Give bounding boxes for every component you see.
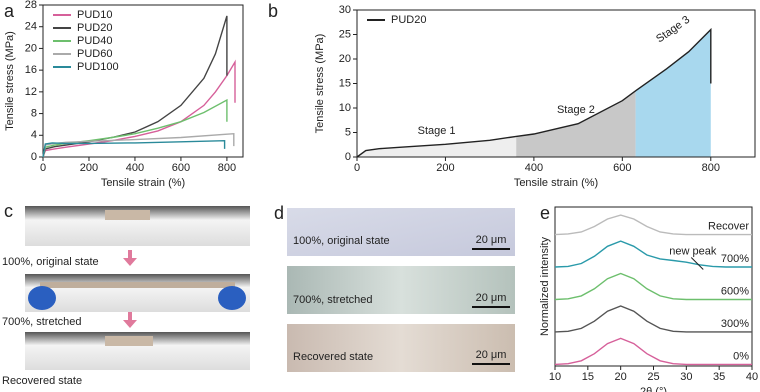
- x-tick-label: 600: [172, 162, 190, 174]
- series-line: [554, 337, 752, 366]
- series-line: [356, 27, 712, 158]
- panel-label: a: [4, 1, 15, 21]
- y-tick-label: 0: [31, 151, 37, 163]
- series-line: [42, 132, 235, 158]
- x-tick-label: 25: [647, 371, 659, 383]
- series-line: [554, 305, 752, 333]
- panel-c: c 100%, original state 700%, stretched R…: [2, 201, 250, 387]
- x-tick-label: 30: [680, 371, 692, 383]
- panel-label: e: [540, 203, 550, 223]
- y-tick-label: 25: [339, 28, 351, 40]
- series-line: [554, 240, 752, 268]
- panel-label: b: [268, 1, 278, 21]
- y-axis-title: Tensile stress (MPa): [314, 34, 326, 134]
- scale-bar-label: 20 μm: [476, 292, 507, 304]
- panel-d: d 100%, original state 700%, stretched R…: [274, 203, 515, 372]
- x-tick-label: 20: [615, 371, 627, 383]
- legend-label: PUD20: [77, 22, 112, 34]
- x-tick-label: 35: [713, 371, 725, 383]
- annotation: new peak: [669, 245, 717, 257]
- series-line: [42, 139, 226, 158]
- series-label: Recover: [708, 220, 749, 232]
- caption: Recovered state: [2, 375, 82, 387]
- y-axis-title: Normalized intensity: [539, 236, 551, 336]
- caption: Recovered state: [293, 351, 373, 363]
- arrow: [123, 250, 137, 266]
- x-axis-title: Tensile strain (%): [101, 177, 185, 189]
- glove: [28, 286, 56, 310]
- caption: 700%, stretched: [293, 294, 373, 306]
- caption: 700%, stretched: [2, 316, 82, 328]
- y-tick-label: 28: [25, 0, 37, 11]
- x-tick-label: 800: [218, 162, 236, 174]
- sample: [40, 282, 235, 288]
- series-line: [554, 272, 752, 301]
- y-tick-label: 10: [339, 102, 351, 114]
- y-tick-label: 0: [345, 151, 351, 163]
- caption: 100%, original state: [2, 256, 99, 268]
- x-axis-title: 2θ (°): [640, 386, 667, 392]
- annotation-arrow: [690, 257, 704, 270]
- y-tick-label: 4: [31, 129, 37, 141]
- x-tick-label: 400: [525, 162, 543, 174]
- stage-region: [516, 90, 636, 157]
- y-tick-label: 30: [339, 4, 351, 16]
- x-tick-label: 10: [549, 371, 561, 383]
- series-line: [42, 98, 228, 158]
- legend-label: PUD100: [77, 61, 119, 73]
- x-tick-label: 800: [702, 162, 720, 174]
- series-label: 600%: [721, 285, 749, 297]
- y-tick-label: 12: [25, 86, 37, 98]
- y-tick-label: 16: [25, 64, 37, 76]
- stage-label: Stage 1: [418, 125, 456, 137]
- plot-frame: [42, 4, 244, 158]
- x-tick-label: 200: [436, 162, 454, 174]
- sample: [105, 210, 150, 220]
- series-label: 300%: [721, 318, 749, 330]
- glove: [218, 286, 246, 310]
- x-tick-label: 600: [613, 162, 631, 174]
- y-tick-label: 5: [345, 126, 351, 138]
- y-tick-label: 20: [339, 53, 351, 65]
- legend-label: PUD40: [77, 35, 112, 47]
- series-line: [554, 214, 752, 236]
- legend-label: PUD60: [77, 48, 112, 60]
- photo: [25, 274, 250, 312]
- x-tick-label: 200: [80, 162, 98, 174]
- panel-label: d: [274, 203, 284, 223]
- x-tick-label: 0: [40, 162, 46, 174]
- stage-region: [635, 29, 711, 158]
- scale-bar-label: 20 μm: [476, 234, 507, 246]
- y-axis-title: Tensile stress (MPa): [4, 31, 16, 131]
- x-tick-label: 40: [746, 371, 758, 383]
- series-line: [42, 15, 228, 158]
- stage-label: Stage 2: [557, 104, 595, 116]
- panel-label: c: [4, 201, 13, 221]
- x-tick-label: 400: [126, 162, 144, 174]
- legend-label: PUD20: [391, 14, 426, 26]
- x-axis-title: Tensile strain (%): [514, 177, 598, 189]
- legend-label: PUD10: [77, 9, 112, 21]
- series-line: [42, 59, 236, 158]
- caption: 100%, original state: [293, 235, 390, 247]
- y-tick-label: 20: [25, 42, 37, 54]
- sample: [105, 336, 153, 346]
- x-tick-label: 0: [354, 162, 360, 174]
- scale-bar-label: 20 μm: [476, 349, 507, 361]
- arrow: [123, 312, 137, 328]
- y-tick-label: 24: [25, 21, 37, 33]
- y-tick-label: 15: [339, 77, 351, 89]
- series-label: 700%: [721, 253, 749, 265]
- x-tick-label: 15: [582, 371, 594, 383]
- series-label: 0%: [733, 350, 749, 362]
- stage-label: Stage 3: [654, 14, 692, 46]
- y-tick-label: 8: [31, 107, 37, 119]
